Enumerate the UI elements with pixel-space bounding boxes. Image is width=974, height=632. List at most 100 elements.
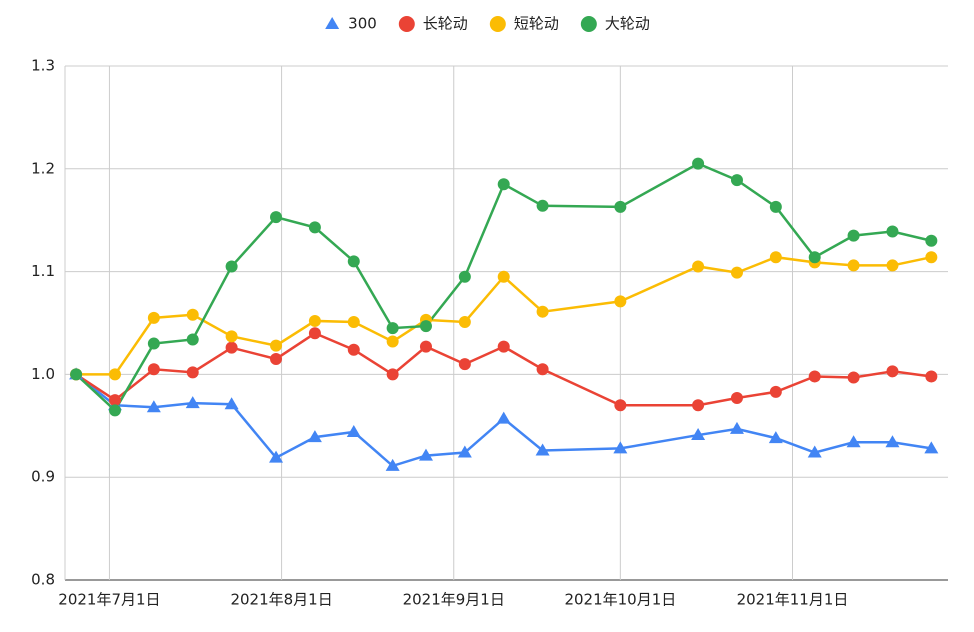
- point: [925, 251, 938, 264]
- point: [419, 320, 432, 333]
- legend-marker: [580, 16, 597, 32]
- y-tick-label: 0.8: [31, 571, 55, 589]
- point: [769, 200, 782, 213]
- legend-label: 300: [348, 15, 377, 33]
- legend: 300 长轮动 短轮动 大轮动: [325, 15, 650, 33]
- point: [346, 424, 361, 437]
- point: [70, 368, 83, 381]
- point: [347, 255, 360, 268]
- point: [497, 270, 510, 283]
- point: [808, 370, 821, 383]
- x-tick-label: 2021年8月1日: [230, 591, 332, 609]
- legend-label: 长轮动: [423, 15, 468, 33]
- legend-item: 大轮动: [580, 15, 650, 33]
- point: [496, 411, 511, 424]
- x-tick-label: 2021年10月1日: [564, 591, 676, 609]
- point: [730, 266, 743, 279]
- legend-marker: [489, 16, 506, 32]
- point: [730, 392, 743, 405]
- point: [497, 340, 510, 353]
- point: [270, 339, 283, 352]
- point: [536, 363, 549, 376]
- point: [186, 308, 199, 321]
- point: [385, 458, 400, 471]
- point: [308, 314, 321, 327]
- legend-marker: [398, 16, 415, 32]
- point: [308, 327, 321, 340]
- point: [614, 399, 627, 412]
- point: [692, 157, 705, 170]
- point: [457, 445, 472, 458]
- point: [108, 368, 121, 381]
- point: [269, 450, 284, 463]
- y-tick-label: 1.2: [31, 159, 55, 177]
- point: [847, 259, 860, 272]
- point: [225, 341, 238, 354]
- point: [458, 358, 471, 371]
- y-tick-label: 0.9: [31, 468, 55, 486]
- series-line: [75, 162, 932, 413]
- point: [886, 225, 899, 238]
- point: [886, 365, 899, 378]
- legend-marker: [325, 17, 340, 29]
- point: [186, 366, 199, 379]
- legend-item: 长轮动: [398, 15, 468, 33]
- point: [185, 396, 200, 409]
- point: [769, 251, 782, 264]
- point: [925, 234, 938, 247]
- point: [418, 448, 433, 461]
- point: [535, 443, 550, 456]
- point: [497, 178, 510, 191]
- point: [386, 368, 399, 381]
- point: [419, 340, 432, 353]
- point: [146, 400, 161, 413]
- point: [847, 229, 860, 242]
- point: [108, 404, 121, 417]
- point: [270, 211, 283, 224]
- point: [386, 335, 399, 348]
- point: [613, 441, 628, 454]
- point: [691, 428, 706, 441]
- point: [458, 270, 471, 283]
- point: [846, 435, 861, 448]
- point: [147, 363, 160, 376]
- point: [458, 315, 471, 328]
- point: [769, 385, 782, 398]
- point: [386, 322, 399, 335]
- point: [729, 421, 744, 434]
- point: [692, 399, 705, 412]
- point: [730, 174, 743, 187]
- point: [307, 430, 322, 443]
- x-tick-label: 2021年11月1日: [737, 591, 849, 609]
- point: [886, 259, 899, 272]
- point: [614, 200, 627, 213]
- point: [847, 371, 860, 384]
- point: [225, 330, 238, 343]
- point: [807, 445, 822, 458]
- legend-label: 大轮动: [605, 15, 650, 33]
- point: [885, 435, 900, 448]
- point: [270, 352, 283, 365]
- point: [808, 251, 821, 264]
- point: [186, 333, 199, 346]
- point: [225, 260, 238, 273]
- point: [925, 370, 938, 383]
- legend-item: 短轮动: [489, 15, 559, 33]
- y-tick-label: 1.1: [31, 262, 55, 280]
- point: [224, 397, 239, 410]
- y-tick-label: 1.3: [31, 57, 55, 75]
- point: [924, 441, 939, 454]
- point: [692, 260, 705, 273]
- point: [614, 295, 627, 308]
- point: [347, 343, 360, 356]
- legend-label: 短轮动: [514, 15, 559, 33]
- legend-item: 300: [325, 15, 377, 33]
- point: [536, 305, 549, 318]
- point: [308, 221, 321, 234]
- point: [768, 431, 783, 444]
- point: [147, 311, 160, 324]
- point: [347, 315, 360, 328]
- point: [108, 394, 121, 407]
- x-tick-label: 2021年7月1日: [58, 591, 160, 609]
